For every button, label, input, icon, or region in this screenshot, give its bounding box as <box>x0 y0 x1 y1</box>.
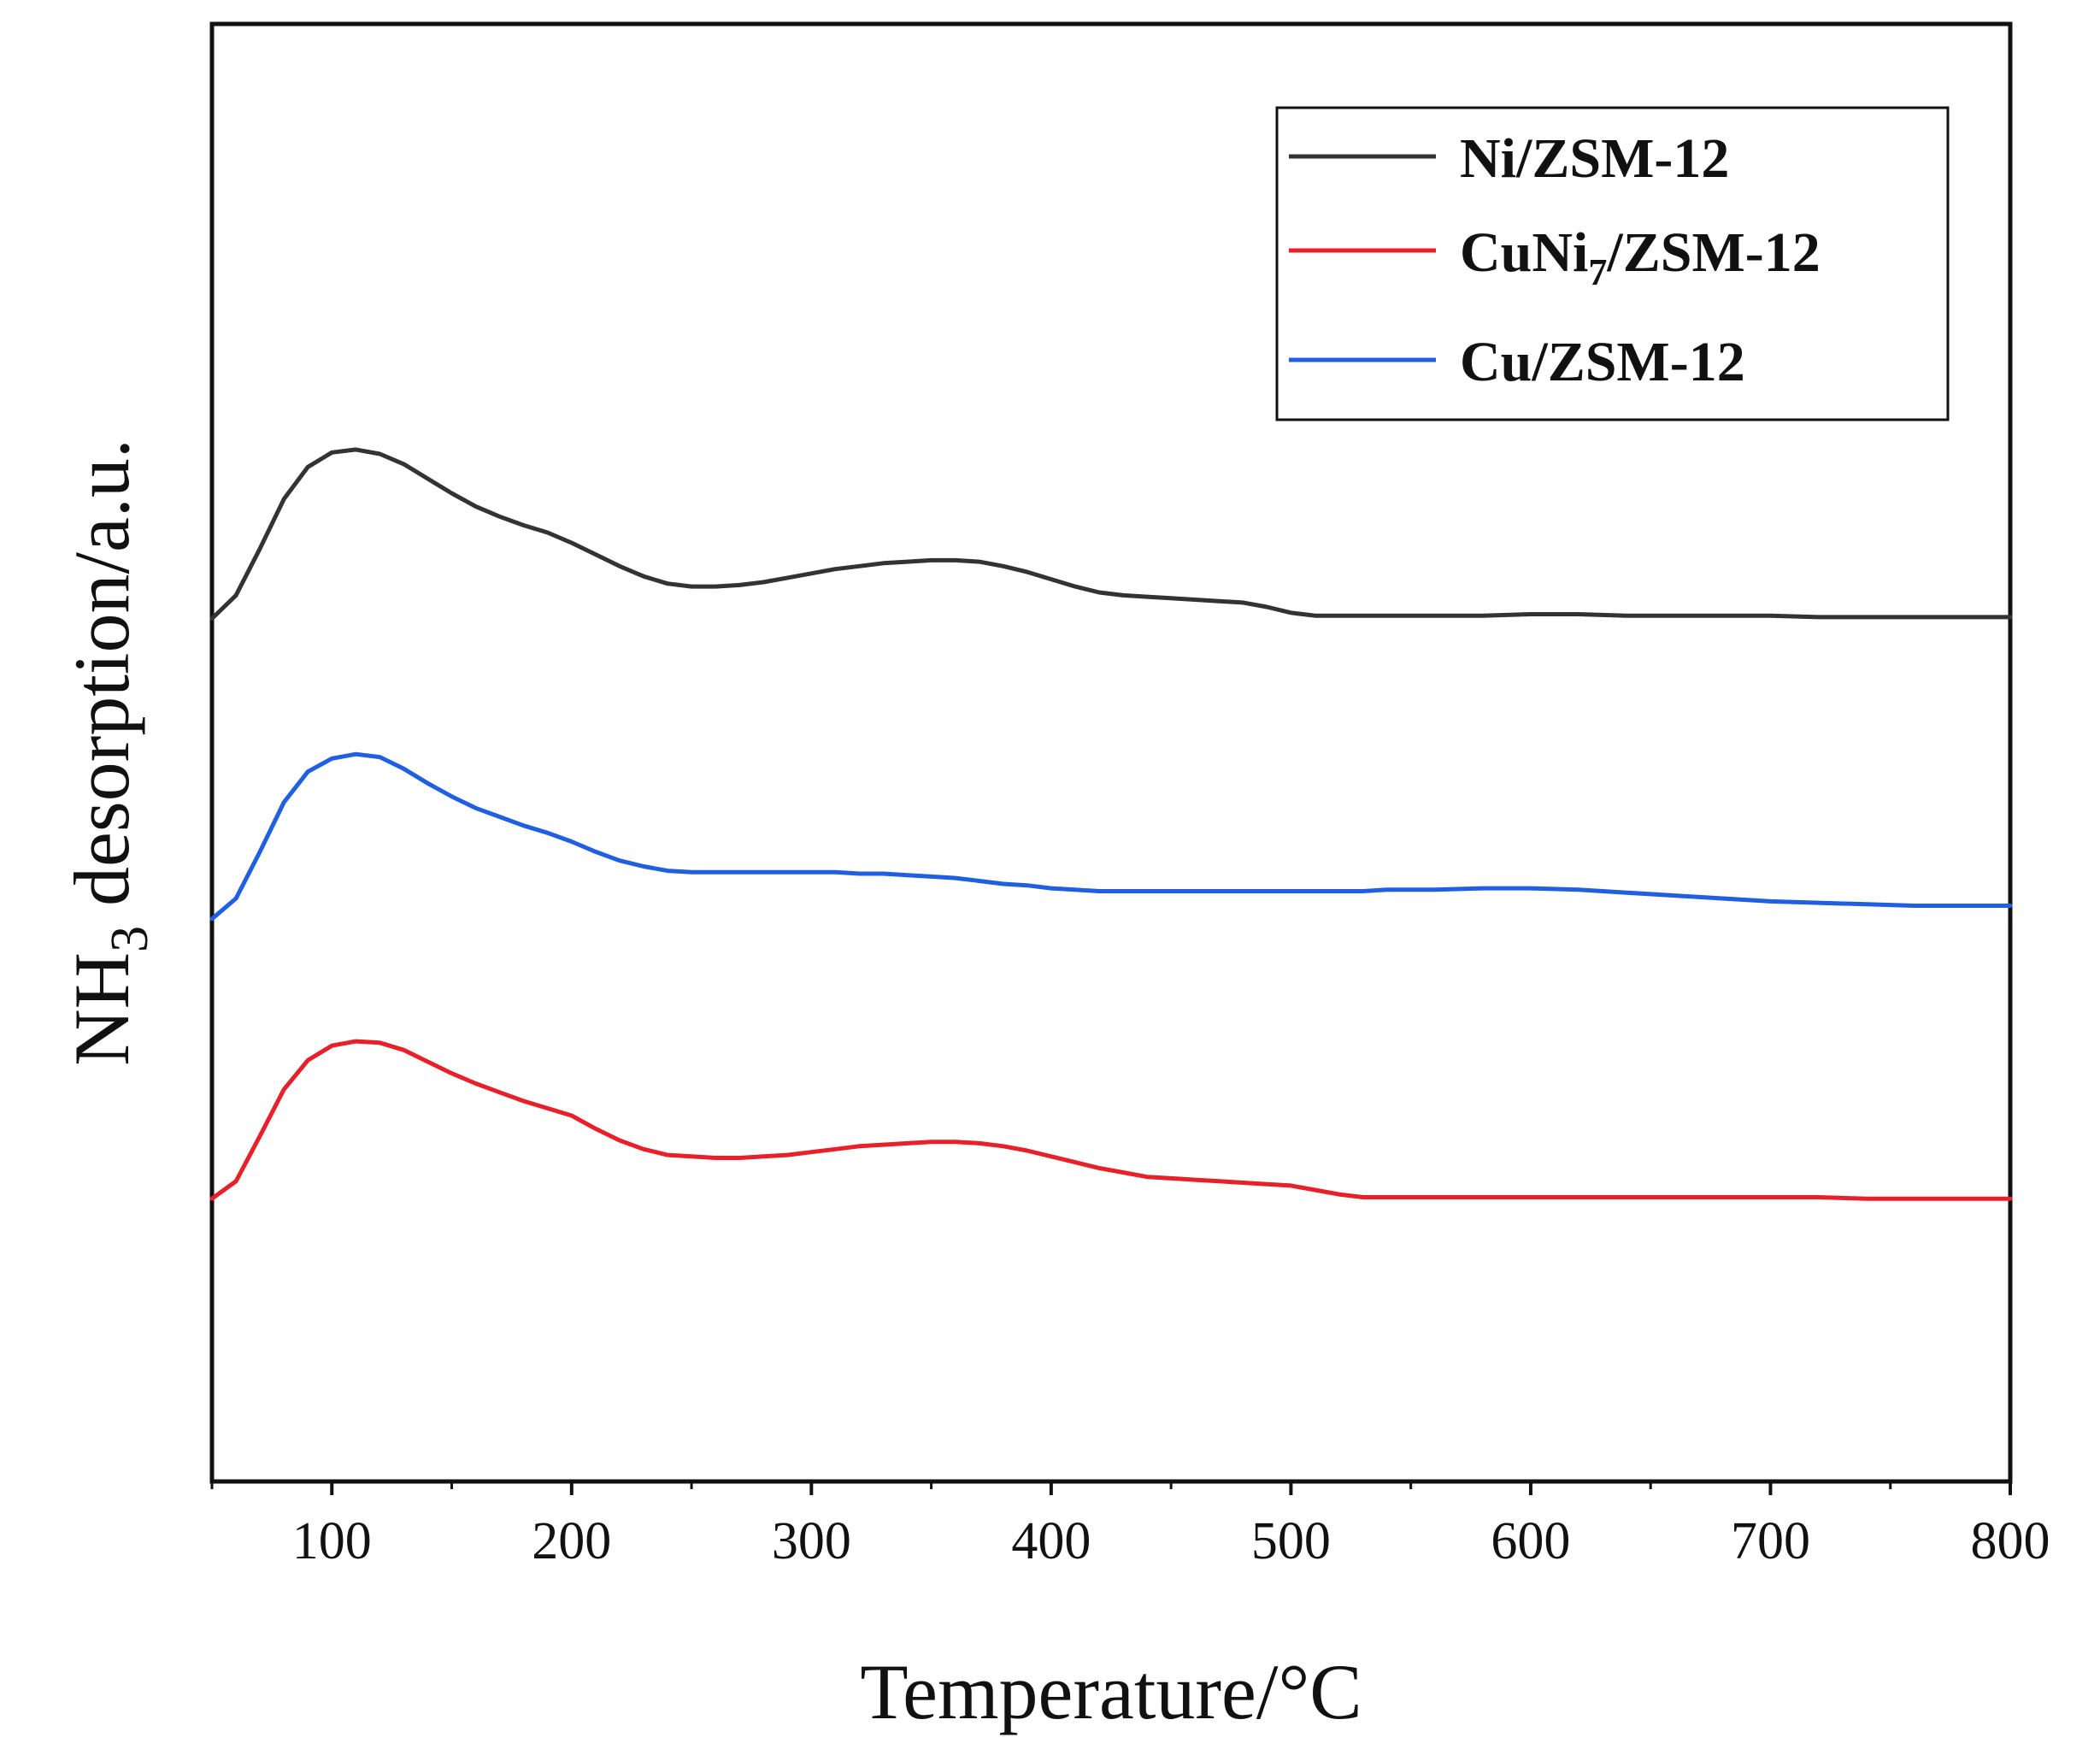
series-layer <box>209 447 2013 1201</box>
legend-item: CuNi7/ZSM-12 <box>1289 221 1821 293</box>
x-tick-label: 200 <box>532 1512 611 1570</box>
x-tick-label: 500 <box>1251 1512 1331 1570</box>
y-axis-title-rest: desorption/a.u. <box>58 439 145 926</box>
plot-area <box>209 21 2013 1484</box>
x-tick-label: 300 <box>772 1512 851 1570</box>
x-tick-label: 800 <box>1971 1512 2050 1570</box>
legend-box <box>1275 106 1950 421</box>
legend-label: Cu/ZSM-12 <box>1460 331 1745 393</box>
legend-label: CuNi7/ZSM-12 <box>1460 221 1821 293</box>
x-tick-label: 600 <box>1491 1512 1570 1570</box>
legend-label: Ni/ZSM-12 <box>1460 127 1729 190</box>
x-axis-tick-labels: 100 200 300 400 500 600 700 800 <box>292 1512 2050 1570</box>
series-line-1 <box>209 1039 2013 1201</box>
y-axis-title-subscript: 3 <box>101 926 159 952</box>
y-axis-title-main: NH <box>58 952 145 1066</box>
x-axis-title: Temperature/°C <box>860 1648 1362 1735</box>
legend-item: Cu/ZSM-12 <box>1289 331 1745 393</box>
x-tick-label: 100 <box>292 1512 372 1570</box>
legend-entries: Ni/ZSM-12 CuNi7/ZSM-12 Cu/ZSM-12 <box>1289 127 1821 393</box>
series-line-0 <box>209 447 2013 621</box>
plot-frame <box>209 21 2013 1484</box>
legend: Ni/ZSM-12 CuNi7/ZSM-12 Cu/ZSM-12 <box>1275 106 1950 421</box>
x-axis-ticks <box>210 1481 2012 1495</box>
y-axis-title: NH3 desorption/a.u. <box>58 439 159 1066</box>
series-line-2 <box>209 751 2013 922</box>
x-tick-label: 700 <box>1731 1512 1810 1570</box>
x-tick-label: 400 <box>1011 1512 1091 1570</box>
legend-item: Ni/ZSM-12 <box>1289 127 1729 190</box>
